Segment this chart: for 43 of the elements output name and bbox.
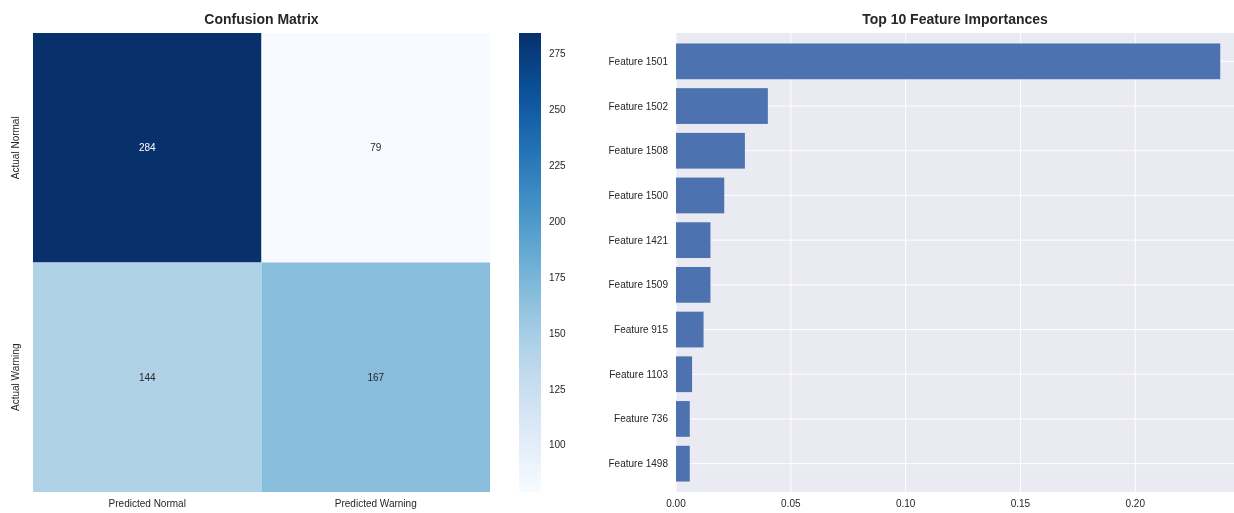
y-tick-label: Feature 1509	[608, 279, 669, 291]
y-tick-label: Feature 1508	[608, 145, 669, 157]
x-tick-label: 0.15	[1010, 498, 1031, 509]
color-bar-label: 100	[549, 439, 567, 451]
bar	[676, 88, 768, 124]
y-tick-label: Feature 1498	[608, 458, 669, 470]
y-tick-label: Actual Normal	[10, 116, 21, 180]
bar	[676, 266, 711, 303]
data-label: 144	[138, 371, 157, 383]
bar	[676, 132, 745, 169]
color-bar-label: 250	[549, 103, 567, 115]
color-bar-label: 225	[549, 159, 567, 171]
x-tick-label: 0.10	[895, 498, 916, 509]
data-label: 79	[370, 142, 382, 154]
bar	[676, 445, 690, 482]
x-tick-label: Predicted Normal	[108, 498, 186, 509]
y-tick-label: Feature 1501	[608, 55, 669, 67]
bar	[676, 356, 693, 393]
bar	[676, 177, 725, 214]
x-tick-label: Predicted Warning	[334, 498, 417, 509]
bar	[676, 401, 690, 437]
x-tick-label: 0.20	[1125, 498, 1146, 509]
x-tick-label: 0.00	[666, 498, 687, 509]
chart-title: Top 10 Feature Importances	[862, 11, 1049, 27]
color-bar-label: 275	[549, 47, 567, 59]
y-tick-label: Feature 736	[614, 413, 669, 425]
color-bar-label: 175	[549, 271, 567, 283]
y-tick-label: Feature 915	[614, 324, 669, 336]
chart-title: Confusion Matrix	[204, 11, 319, 27]
color-bar-label: 150	[549, 327, 567, 339]
color-bar-label: 125	[549, 383, 567, 395]
data-label: 167	[367, 371, 385, 383]
bar	[676, 222, 711, 259]
y-tick-label: Feature 1502	[608, 100, 669, 112]
bar	[676, 311, 704, 348]
bar	[676, 43, 1221, 80]
y-tick-label: Feature 1103	[609, 368, 669, 380]
color-bar-label: 200	[549, 215, 567, 227]
data-label: 284	[138, 142, 157, 154]
y-tick-label: Feature 1421	[608, 234, 669, 246]
x-tick-label: 0.05	[781, 498, 801, 509]
y-tick-label: Actual Warning	[10, 343, 21, 411]
y-tick-label: Feature 1500	[608, 189, 669, 201]
